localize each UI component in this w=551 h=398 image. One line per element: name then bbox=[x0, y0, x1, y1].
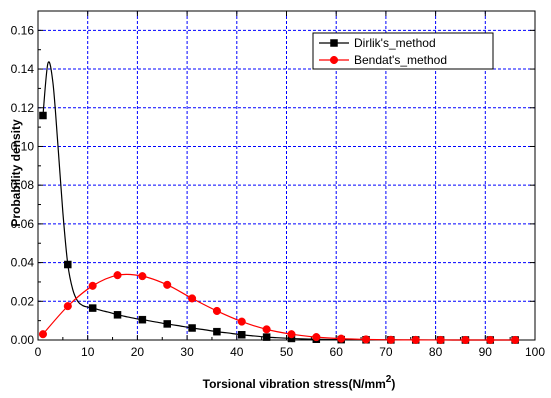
x-tick-label: 0 bbox=[35, 345, 42, 359]
y-tick-label: 0.16 bbox=[11, 23, 35, 37]
legend-label: Bendat's_method bbox=[354, 53, 447, 67]
data-point-circle bbox=[38, 330, 48, 339]
legend-marker bbox=[330, 39, 338, 47]
x-tick-label: 10 bbox=[81, 345, 95, 359]
data-point-square bbox=[138, 315, 147, 324]
x-tick-label: 20 bbox=[131, 345, 145, 359]
series-1 bbox=[38, 271, 520, 345]
data-point-circle bbox=[138, 272, 147, 281]
data-point-square bbox=[113, 311, 122, 319]
data-point-circle bbox=[361, 335, 371, 344]
data-point-circle bbox=[262, 325, 271, 334]
legend: Dirlik's_method Bendat's_method bbox=[312, 32, 494, 70]
x-axis-title: Torsional vibration stress(N/mm2) bbox=[203, 374, 396, 391]
data-point-square bbox=[188, 324, 196, 332]
data-point-circle bbox=[212, 306, 221, 316]
legend-items: Dirlik's_method Bendat's_method bbox=[319, 36, 447, 67]
data-point-circle bbox=[337, 334, 346, 343]
data-point-circle bbox=[237, 317, 246, 326]
x-tick-label: 80 bbox=[429, 345, 443, 359]
x-tick-label: 50 bbox=[280, 345, 294, 359]
data-point-circle bbox=[461, 335, 470, 345]
data-point-circle bbox=[511, 335, 520, 345]
x-axis-title-main: Torsional vibration stress(N/mm bbox=[203, 377, 386, 391]
y-tick-label: 0.10 bbox=[11, 139, 35, 153]
legend-marker bbox=[329, 55, 339, 65]
x-tick-label: 90 bbox=[479, 345, 493, 359]
y-tick-label: 0.06 bbox=[11, 217, 35, 231]
data-point-square bbox=[163, 320, 171, 328]
data-point-square bbox=[238, 331, 246, 339]
data-point-circle bbox=[486, 335, 495, 345]
y-tick-label: 0.12 bbox=[11, 101, 35, 115]
data-point-circle bbox=[386, 335, 395, 344]
legend-label: Dirlik's_method bbox=[354, 36, 436, 50]
data-point-square bbox=[39, 111, 47, 120]
y-tick-label: 0.14 bbox=[11, 62, 35, 76]
legend-item-1: Bendat's_method bbox=[319, 53, 447, 67]
legend-item-0: Dirlik's_method bbox=[319, 36, 436, 50]
data-point-square bbox=[262, 333, 271, 341]
data-point-circle bbox=[188, 294, 197, 303]
x-tick-label: 30 bbox=[180, 345, 194, 359]
x-tick-label: 70 bbox=[379, 345, 393, 359]
data-point-circle bbox=[163, 280, 172, 289]
y-tick-label: 0.08 bbox=[11, 178, 35, 192]
axis-ticks: 0 10 20 30 40 50 60 70 80 90 100 0.00 0.02 0.04 0.06 0.… bbox=[11, 10, 545, 359]
data-point-square bbox=[64, 260, 72, 269]
x-tick-label: 40 bbox=[230, 345, 244, 359]
x-axis-title-suffix: ) bbox=[391, 377, 395, 391]
series-line bbox=[42, 61, 516, 341]
legend-box bbox=[312, 32, 494, 70]
data-point-circle bbox=[88, 281, 97, 290]
data-point-circle bbox=[436, 335, 445, 345]
data-point-circle bbox=[63, 302, 72, 311]
x-tick-label: 100 bbox=[525, 345, 545, 359]
series-group bbox=[38, 61, 520, 345]
y-tick-label: 0.04 bbox=[11, 256, 35, 270]
data-point-circle bbox=[411, 335, 420, 344]
data-point-square bbox=[88, 304, 97, 312]
data-point-circle bbox=[113, 271, 122, 280]
y-tick-label: 0.00 bbox=[11, 333, 35, 347]
grid bbox=[38, 11, 535, 340]
x-tick-label: 60 bbox=[330, 345, 344, 359]
data-point-circle bbox=[312, 333, 321, 342]
data-point-circle bbox=[287, 330, 296, 339]
data-point-square bbox=[213, 327, 221, 336]
y-axis-title: Probability density bbox=[9, 119, 23, 227]
y-tick-label: 0.02 bbox=[11, 294, 35, 308]
x-axis-title-superscript: 2 bbox=[386, 374, 392, 385]
